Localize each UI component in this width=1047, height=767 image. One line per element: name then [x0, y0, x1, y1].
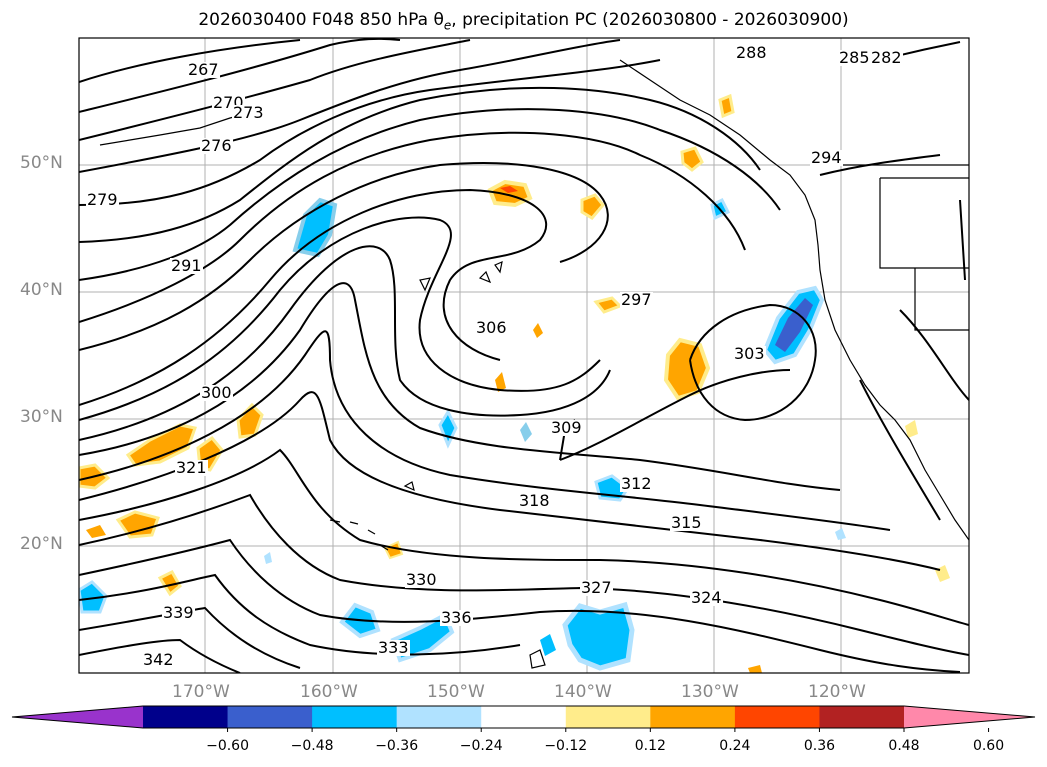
colorbar-extend-min	[12, 706, 143, 728]
precip-positive-area	[495, 372, 506, 392]
contour-285	[79, 108, 781, 281]
contour-273	[79, 39, 471, 141]
islands	[419, 260, 503, 292]
colorbar-tick-label: 0.36	[803, 738, 836, 754]
contour-294	[79, 188, 547, 406]
graticule	[79, 38, 969, 673]
contour-309	[79, 391, 941, 571]
colorbar-segment	[143, 706, 229, 728]
contour-324	[79, 606, 301, 669]
lon-label-120w: 120°W	[808, 682, 866, 702]
precip-positive-area	[905, 420, 918, 438]
lat-label-50n: 50°N	[20, 153, 63, 173]
colorbar	[11, 705, 1036, 732]
lat-label-20n: 20°N	[20, 534, 63, 554]
contour-312	[79, 448, 969, 626]
contour-297	[79, 216, 601, 421]
contour-279	[79, 59, 661, 206]
theta-e-contours	[79, 38, 969, 673]
title-main: 2026030400 F048 850 hPa θ	[198, 10, 444, 30]
lon-label-130w: 130°W	[681, 682, 739, 702]
precip-positive-area	[748, 665, 762, 673]
colorbar-tick-label: 0.48	[888, 738, 920, 754]
colorbar-segment	[312, 706, 398, 728]
colorbar-tick-label: 0.60	[972, 738, 1005, 754]
contour-closed-303	[689, 303, 817, 422]
colorbar-tick-label: −0.36	[375, 738, 419, 754]
lon-label-160w: 160°W	[300, 682, 358, 702]
colorbar-segment	[227, 706, 313, 728]
lon-label-150w: 150°W	[427, 682, 485, 702]
colorbar-segment	[396, 706, 482, 728]
plot-border	[78, 37, 970, 674]
colorbar-tick-label: 0.24	[719, 738, 751, 754]
title-rest: , precipitation PC (2026030800 - 2026030…	[451, 10, 849, 30]
colorbar-tick-label: −0.48	[290, 738, 334, 754]
contour-282	[79, 86, 761, 243]
precip-positive-area	[487, 179, 533, 208]
precip-positive-area	[236, 402, 264, 439]
precip-positive-area	[680, 146, 704, 172]
contour-321	[79, 573, 521, 656]
precip-negative-area	[520, 422, 532, 442]
contour-291	[79, 162, 609, 351]
contour-300-e	[959, 199, 966, 281]
contour-270	[79, 38, 401, 113]
lon-label-170w: 170°W	[172, 682, 230, 702]
hawaiian-islands	[329, 519, 389, 551]
colorbar-tick-label: −0.60	[206, 738, 249, 754]
colorbar-tick-label: −0.12	[544, 738, 588, 754]
lat-label-30n: 30°N	[20, 407, 63, 427]
colorbar-tick-label: 0.12	[634, 738, 666, 754]
precip-positive-area	[580, 193, 605, 220]
contour-e	[899, 309, 969, 401]
precip-negative-area	[540, 634, 556, 656]
contour-306	[79, 330, 891, 531]
island	[403, 481, 415, 492]
precip-negative-area	[79, 580, 108, 614]
colorbar-tick-label: −0.24	[459, 738, 503, 754]
precip-strong-negative	[775, 298, 813, 352]
precip-positive-area	[663, 337, 711, 401]
precip-positive-area	[383, 540, 404, 560]
precip-shading	[79, 93, 950, 673]
contour-294-e	[819, 154, 941, 176]
contour-315	[79, 493, 969, 656]
precip-positive-area	[157, 570, 182, 597]
colorbar-segment	[565, 706, 651, 728]
precip-positive-area	[533, 323, 543, 338]
precip-positive-area	[718, 93, 735, 119]
precip-negative-area	[562, 601, 635, 671]
precip-negative-area	[264, 552, 272, 564]
precip-strong-positive	[500, 186, 518, 193]
contour-e2	[859, 379, 941, 521]
island	[529, 649, 546, 669]
contour-330	[79, 638, 241, 673]
precip-negative-area	[835, 528, 846, 540]
precip-negative-area	[438, 408, 458, 449]
colorbar-extend-max	[904, 706, 1035, 728]
na-west-coast	[619, 59, 969, 541]
contour-267	[79, 39, 301, 83]
colorbar-segment	[734, 706, 820, 728]
contour-276	[79, 39, 621, 173]
contour-303	[79, 282, 841, 491]
lon-label-140w: 140°W	[554, 682, 612, 702]
colorbar-outline	[11, 705, 1036, 729]
colorbar-segment	[819, 706, 905, 728]
map-title: 2026030400 F048 850 hPa θe, precipitatio…	[0, 10, 1047, 32]
borders	[840, 164, 969, 331]
lat-label-40n: 40°N	[20, 280, 63, 300]
title-subscript: e	[443, 18, 452, 33]
colorbar-segment	[650, 706, 736, 728]
contour-288	[79, 131, 746, 323]
precip-positive-area	[86, 525, 106, 538]
contour-300	[79, 245, 611, 441]
colorbar-segment	[481, 706, 567, 728]
